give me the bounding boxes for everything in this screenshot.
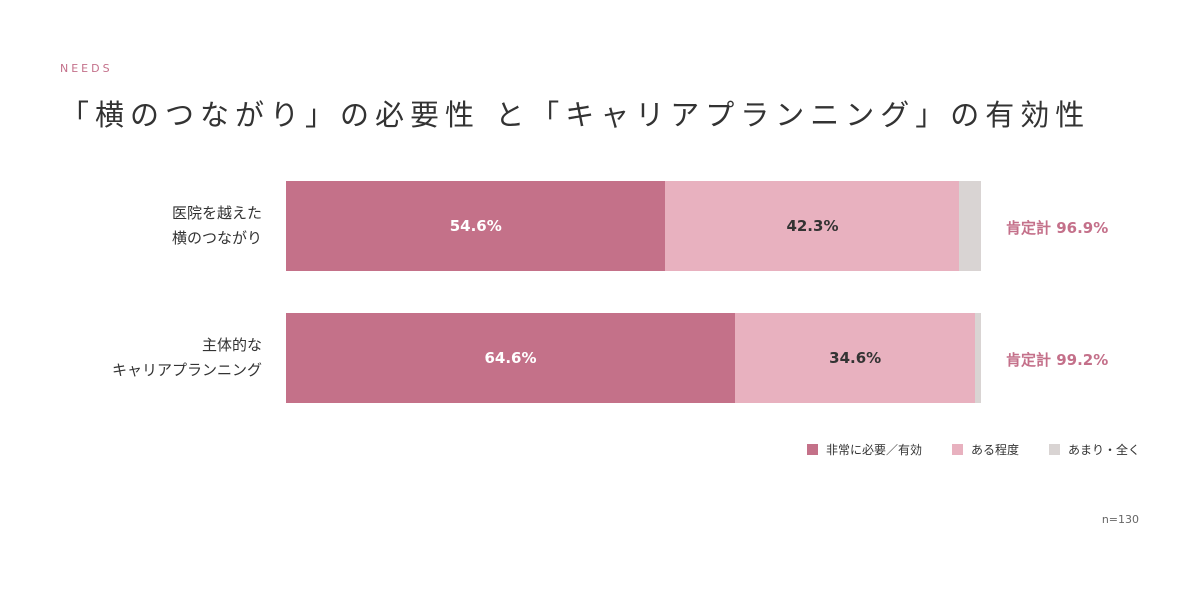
data-label: 42.3% <box>786 217 839 235</box>
bar-segment <box>959 181 981 271</box>
legend-swatch <box>951 444 963 455</box>
positive-total: 肯定計 99.2% <box>1006 351 1109 369</box>
category-label: 医院を越えた 横のつながり <box>172 201 262 251</box>
bar-segment: 34.6% <box>734 313 976 403</box>
eyebrow-label: NEEDS <box>60 62 113 75</box>
data-label: 54.6% <box>449 217 502 235</box>
positive-total: 肯定計 96.9% <box>1006 219 1109 237</box>
category-label: 主体的なキャリアプランニング <box>112 333 262 383</box>
legend-item: 非常に必要／有効 <box>806 441 922 458</box>
bar-segment: 64.6% <box>286 313 735 403</box>
legend-swatch <box>1048 444 1060 455</box>
stacked-bar: 54.6% 42.3% <box>286 181 981 271</box>
legend-label: 非常に必要／有効 <box>825 443 922 457</box>
data-label: 34.6% <box>829 349 882 367</box>
legend: 非常に必要／有効 ある程度 あまり・全く <box>806 441 1140 458</box>
sample-size: n=130 <box>1101 513 1139 526</box>
category-label-line: 医院を越えた <box>171 204 262 222</box>
category-label-line: 横のつながり <box>171 229 262 247</box>
legend-item: ある程度 <box>951 441 1019 458</box>
bar-segment: 54.6% <box>286 181 666 271</box>
category-label-line: キャリアプランニング <box>111 361 262 379</box>
bar-segment <box>975 313 981 403</box>
bar-segment: 42.3% <box>665 181 960 271</box>
legend-item: あまり・全く <box>1048 441 1140 458</box>
legend-label: あまり・全く <box>1067 443 1140 457</box>
legend-label: ある程度 <box>970 443 1019 457</box>
legend-swatch <box>806 444 818 455</box>
data-label: 64.6% <box>484 349 537 367</box>
page-title: 「横のつながり」の必要性 と「キャリアプランニング」の有効性 <box>60 98 1091 132</box>
stacked-bar: 64.6% 34.6% <box>286 313 981 403</box>
category-label-line: 主体的な <box>201 336 262 354</box>
